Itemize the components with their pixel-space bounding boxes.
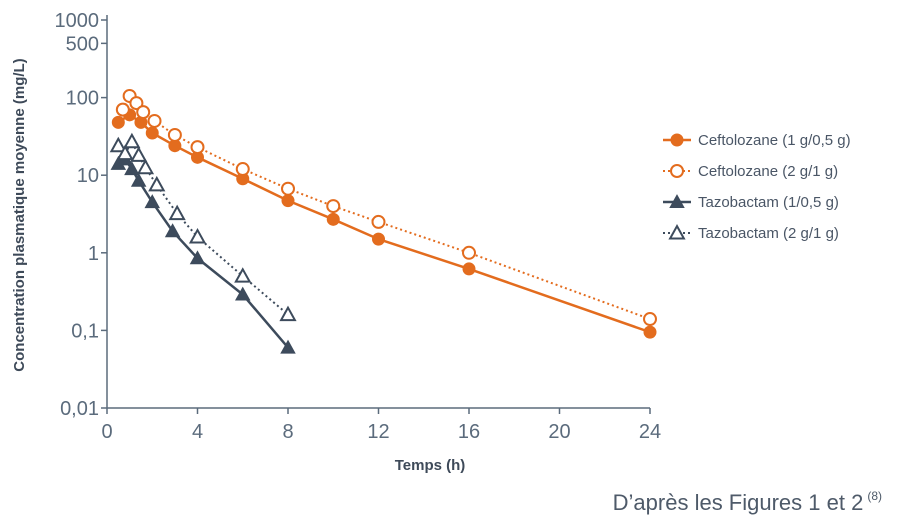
series-1 (115, 88, 657, 327)
y-tick-label: 0,1 (71, 320, 99, 342)
x-tick-label: 20 (548, 421, 570, 443)
series-0 (111, 108, 657, 339)
data-point (190, 140, 205, 155)
series-2 (110, 151, 296, 354)
data-point (123, 132, 141, 149)
data-point (129, 96, 144, 111)
data-point (130, 146, 148, 162)
data-point (234, 267, 252, 283)
data-point (280, 339, 296, 354)
x-tick-label: 24 (639, 421, 661, 443)
y-tick-label: 100 (66, 88, 99, 110)
data-point (147, 113, 162, 128)
data-point (462, 262, 476, 276)
x-tick-label: 4 (192, 421, 203, 443)
legend-marker (670, 164, 684, 178)
data-point (643, 325, 657, 339)
data-point (371, 214, 386, 229)
data-point (116, 144, 134, 161)
data-point (111, 115, 125, 129)
series-3 (109, 132, 297, 322)
legend-item: Tazobactam (1/0,5 g) (663, 194, 839, 211)
data-point (145, 126, 159, 140)
y-axis-title: Concentration plasmatique moyenne (mg/L) (11, 58, 28, 371)
y-tick-label: 0,01 (60, 398, 99, 420)
series-layer (109, 88, 657, 354)
data-point (188, 228, 207, 244)
data-point (124, 161, 140, 176)
data-point (136, 158, 155, 175)
data-point (235, 286, 251, 301)
data-point (326, 212, 340, 226)
data-point (462, 245, 476, 260)
source-note: D’après les Figures 1 et 2 (8) (613, 489, 882, 515)
data-point (643, 312, 657, 327)
legend-marker (668, 224, 686, 240)
x-tick-label: 8 (282, 421, 293, 443)
data-point (164, 223, 181, 238)
source-reference: (8) (867, 489, 882, 503)
legend-label: Ceftolozane (1 g/0,5 g) (698, 132, 851, 149)
data-point (372, 232, 385, 246)
y-tick-label: 1000 (55, 10, 100, 32)
legend-label: Ceftolozane (2 g/1 g) (698, 163, 838, 180)
data-point (130, 172, 147, 187)
legend-item: Ceftolozane (1 g/0,5 g) (663, 132, 851, 149)
data-point (326, 199, 341, 214)
legend-item: Ceftolozane (2 g/1 g) (663, 163, 838, 180)
legend-label: Tazobactam (1/0,5 g) (698, 194, 839, 211)
data-point (168, 204, 186, 221)
y-tick-label: 1 (88, 243, 99, 265)
data-point (109, 136, 127, 153)
legend-item: Tazobactam (2 g/1 g) (663, 224, 839, 242)
data-point (281, 181, 295, 196)
x-tick-label: 16 (458, 421, 480, 443)
legend-marker (670, 133, 684, 147)
source-text: D’après les Figures 1 et 2 (613, 490, 864, 515)
data-point (148, 175, 166, 192)
data-point (136, 105, 151, 120)
legend-marker (669, 194, 685, 209)
legend-label: Tazobactam (2 g/1 g) (698, 225, 839, 242)
y-tick-label: 500 (66, 33, 99, 55)
data-point (144, 194, 160, 209)
data-point (189, 250, 206, 265)
data-point (279, 305, 297, 322)
data-point (235, 162, 250, 177)
x-tick-label: 12 (367, 421, 389, 443)
x-axis-title: Temps (h) (395, 457, 466, 474)
series-line (121, 94, 651, 320)
x-tick-label: 0 (101, 421, 112, 443)
legend: Ceftolozane (1 g/0,5 g) Ceftolozane (2 g/… (663, 132, 851, 242)
data-point (281, 194, 295, 208)
data-point (115, 102, 130, 117)
y-tick-label: 10 (77, 165, 99, 187)
series-line (117, 139, 289, 316)
data-point (167, 127, 182, 142)
